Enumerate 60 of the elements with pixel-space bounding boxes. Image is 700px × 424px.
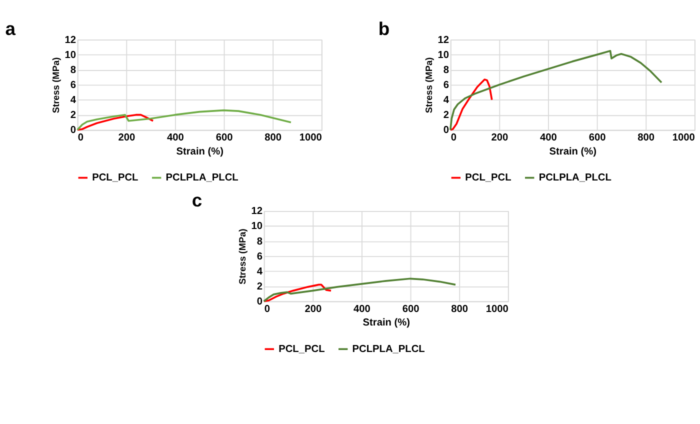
- y-tick-label: 4: [70, 95, 76, 106]
- legend-label: PCLPLA_PLCL: [166, 172, 238, 184]
- y-tick-label: 0: [256, 296, 263, 308]
- y-tick-label: 12: [438, 34, 450, 46]
- y-tick-label: 8: [443, 64, 450, 76]
- x-tick-label: 0: [78, 132, 84, 144]
- chart-title: b: [378, 18, 390, 40]
- line-series: [262, 284, 332, 302]
- legend-label: PCL_PCL: [92, 172, 138, 184]
- legend-label: PCL_PCL: [465, 172, 512, 184]
- y-tick-label: 4: [443, 95, 450, 106]
- y-tick-label: 8: [70, 64, 76, 76]
- x-tick-label: 800: [264, 132, 282, 144]
- y-tick-label: 2: [256, 281, 263, 292]
- line-series: [76, 109, 292, 131]
- y-tick-label: 6: [256, 251, 263, 262]
- x-tick-label: 600: [216, 132, 234, 144]
- y-tick-label: 2: [70, 110, 76, 122]
- x-tick-label: 400: [167, 132, 184, 144]
- y-axis-title: Stress (MPa): [424, 57, 434, 114]
- x-axis-title: Strain (%): [549, 146, 597, 158]
- x-tick-label: 600: [588, 132, 606, 144]
- line-series: [449, 78, 493, 131]
- chart-title: a: [5, 18, 16, 40]
- y-tick-label: 6: [443, 80, 450, 91]
- y-tick-label: 4: [256, 266, 263, 278]
- x-axis-title: Strain (%): [176, 146, 224, 158]
- x-tick-label: 1000: [299, 132, 322, 144]
- x-tick-label: 600: [402, 304, 420, 315]
- x-tick-label: 400: [354, 304, 371, 315]
- legend-label: PCL_PCL: [278, 344, 325, 355]
- y-tick-label: 10: [438, 50, 450, 61]
- y-tick-label: 0: [70, 125, 76, 136]
- legend-label: PCLPLA_PLCL: [352, 344, 425, 355]
- line-series: [76, 114, 154, 131]
- x-tick-label: 0: [450, 132, 457, 144]
- x-tick-label: 1000: [486, 304, 509, 315]
- y-tick-label: 10: [251, 221, 263, 232]
- y-tick-label: 2: [443, 110, 450, 122]
- y-axis-title: Stress (MPa): [238, 228, 248, 284]
- y-tick-label: 6: [70, 80, 76, 91]
- line-series: [262, 278, 456, 302]
- x-tick-label: 800: [638, 132, 655, 144]
- x-tick-label: 0: [264, 304, 270, 315]
- y-tick-label: 12: [251, 206, 263, 218]
- y-tick-label: 0: [443, 125, 450, 136]
- x-tick-label: 800: [451, 304, 468, 315]
- line-series: [449, 50, 662, 131]
- legend-label: PCLPLA_PLCL: [538, 172, 612, 184]
- chart-title: c: [192, 189, 202, 210]
- y-tick-label: 12: [64, 34, 76, 46]
- y-axis-title: Stress (MPa): [51, 57, 62, 114]
- y-tick-label: 10: [64, 50, 76, 61]
- x-tick-label: 200: [491, 132, 508, 144]
- x-tick-label: 200: [304, 304, 322, 315]
- x-tick-label: 400: [540, 132, 558, 144]
- x-tick-label: 200: [118, 132, 136, 144]
- x-axis-title: Strain (%): [362, 318, 410, 329]
- y-tick-label: 8: [256, 236, 263, 248]
- x-tick-label: 1000: [672, 132, 696, 144]
